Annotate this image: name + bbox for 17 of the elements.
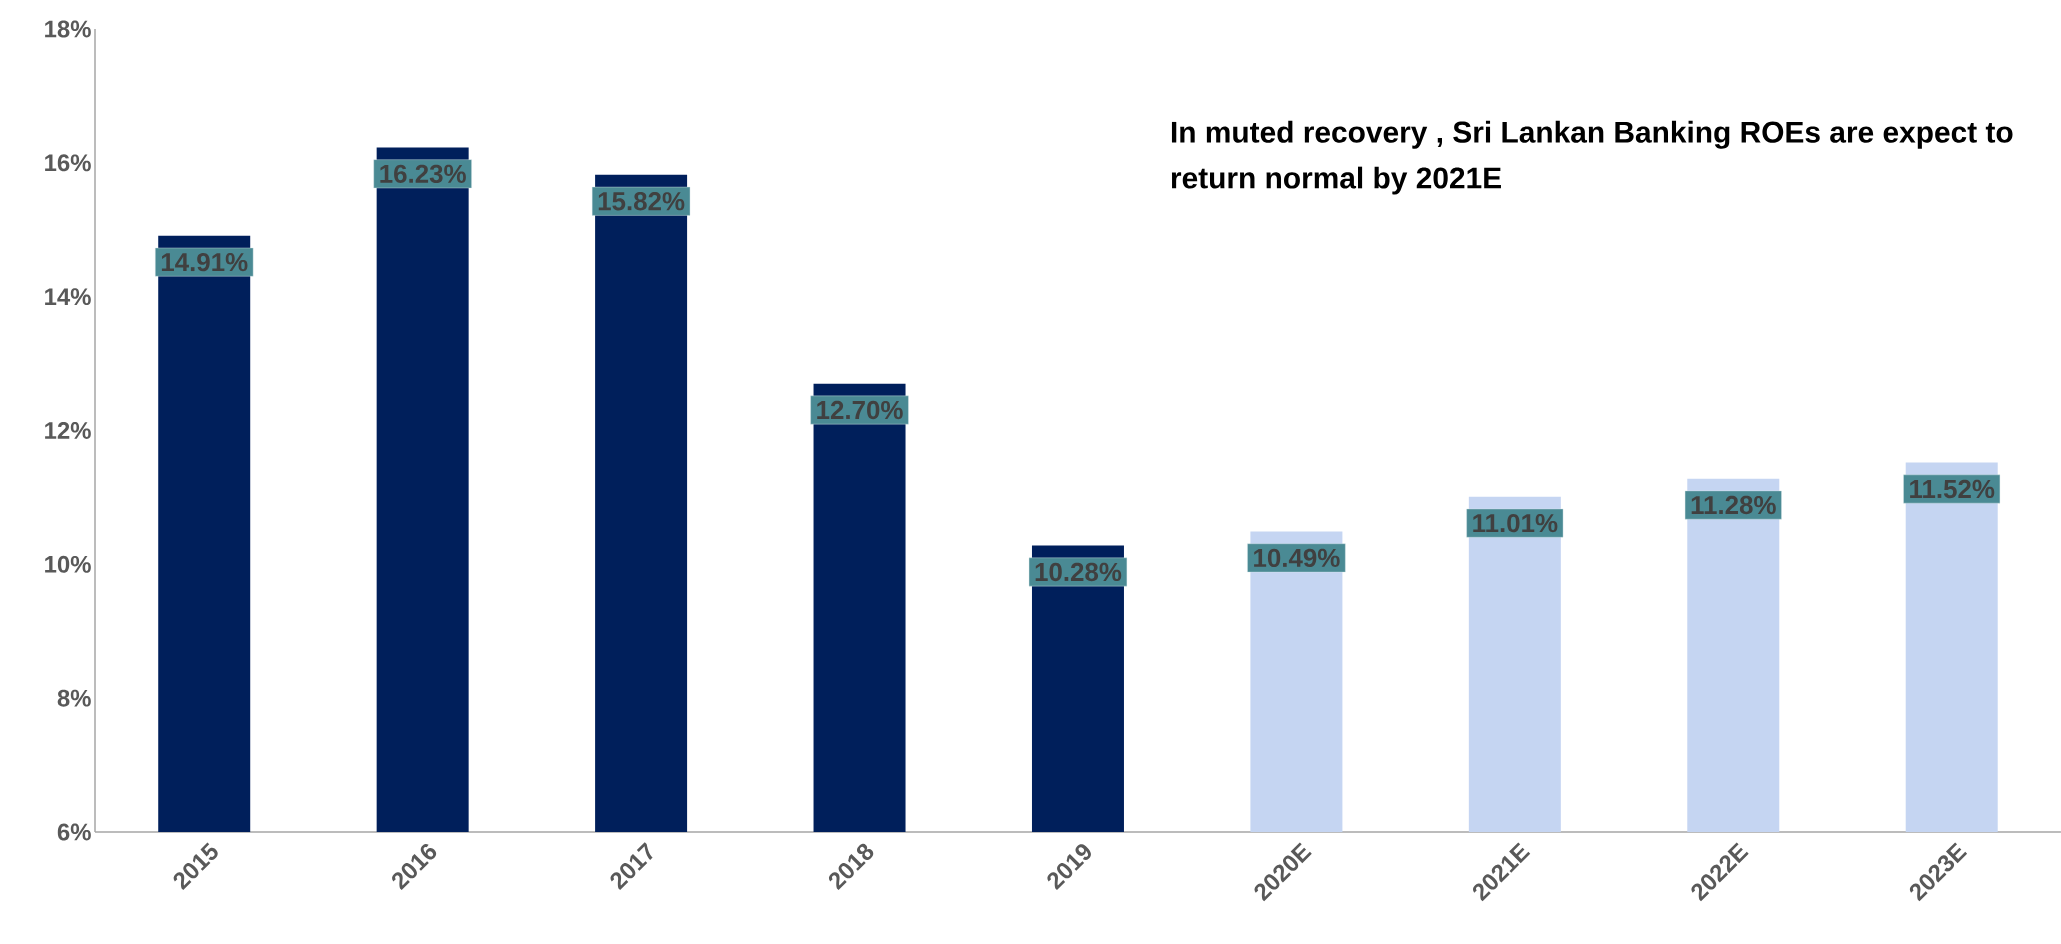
y-tick-label: 16% [45,154,91,172]
data-label: 16.23% [380,164,466,184]
annotation: In muted recovery , Sri Lankan Banking ROEs are expect to return normal by 2021E [1171,120,2013,195]
y-tick-label: 10% [45,555,91,573]
data-label: 10.28% [1035,562,1122,582]
y-tick-label: 14% [45,288,91,306]
data-label: 11.01% [1473,513,1558,533]
y-tick-label: 18% [45,20,91,38]
data-label: 11.28% [1691,495,1776,515]
data-label: 14.91% [161,252,248,272]
data-label: 10.49% [1254,548,1340,568]
y-tick-label: 8% [57,689,91,707]
data-label: 15.82% [598,192,685,211]
y-tick-label: 12% [45,422,91,439]
data-label: 12.70% [817,400,903,420]
data-label: 11.52% [1910,479,1995,499]
y-tick-label: 6% [57,823,91,841]
